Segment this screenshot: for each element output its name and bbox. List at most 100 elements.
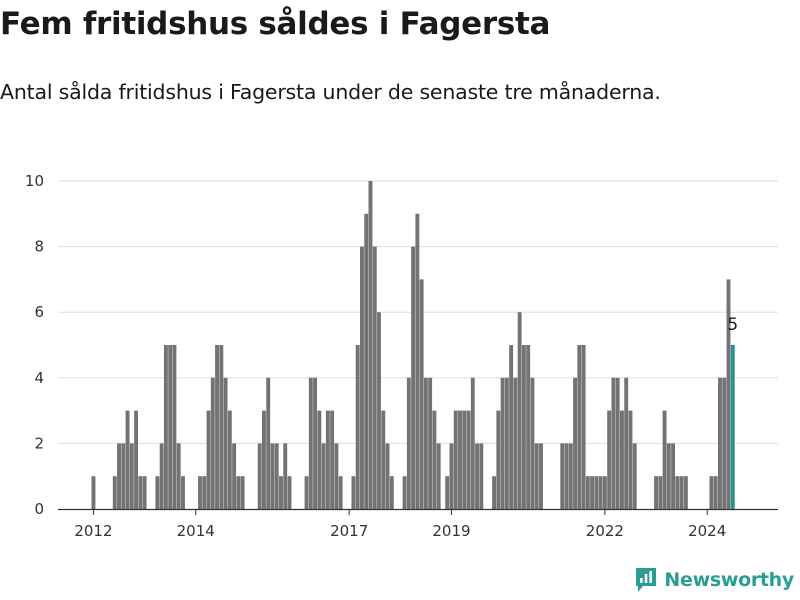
bar xyxy=(718,377,722,509)
bar xyxy=(436,443,441,509)
brand: Newsworthy xyxy=(634,566,794,594)
bar xyxy=(155,476,160,509)
bar xyxy=(274,443,279,509)
bar xyxy=(287,476,292,509)
bar xyxy=(125,410,130,509)
bar xyxy=(308,377,313,509)
bar xyxy=(232,443,237,509)
bar xyxy=(415,213,420,510)
bar xyxy=(624,377,629,509)
bar xyxy=(560,443,565,509)
bar xyxy=(270,443,275,509)
bar xyxy=(581,345,586,509)
bar xyxy=(360,246,364,509)
bar xyxy=(568,443,573,509)
bar xyxy=(215,345,219,509)
bar xyxy=(364,213,369,510)
x-tick-label: 2019 xyxy=(432,522,470,540)
brand-name: Newsworthy xyxy=(664,569,794,591)
bar xyxy=(419,279,424,509)
bar xyxy=(266,377,271,509)
bar xyxy=(615,377,620,509)
bar xyxy=(159,443,164,509)
bar xyxy=(654,476,658,509)
bar xyxy=(368,181,373,509)
bar xyxy=(534,443,539,509)
bar xyxy=(598,476,603,509)
y-tick-label: 8 xyxy=(34,238,44,256)
bar xyxy=(338,476,343,509)
bar xyxy=(257,443,262,509)
bar xyxy=(619,410,624,509)
bar xyxy=(227,410,232,509)
bar xyxy=(500,377,505,509)
bar xyxy=(573,377,578,509)
bar xyxy=(470,377,475,509)
bar xyxy=(428,377,433,509)
bar xyxy=(607,410,612,509)
chart-subtitle: Antal sålda fritidshus i Fagersta under … xyxy=(0,80,661,104)
bar xyxy=(381,410,386,509)
bar xyxy=(521,345,526,509)
x-axis xyxy=(58,508,778,515)
x-tick-label: 2014 xyxy=(177,522,215,540)
bar xyxy=(632,443,637,509)
y-tick-label: 0 xyxy=(34,500,44,518)
bar xyxy=(377,312,381,509)
bar xyxy=(662,410,667,509)
bar xyxy=(321,443,326,509)
bar xyxy=(479,443,484,509)
chart-title: Fem fritidshus såldes i Fagersta xyxy=(0,6,551,42)
bar xyxy=(458,410,462,509)
bar xyxy=(726,279,731,509)
bar xyxy=(304,476,309,509)
bar xyxy=(594,476,599,509)
bar xyxy=(713,476,718,509)
bar xyxy=(530,377,535,509)
bar xyxy=(683,476,688,509)
bar xyxy=(168,345,173,509)
bar xyxy=(355,345,360,509)
bar xyxy=(722,377,727,509)
highlight-value-label: 5 xyxy=(727,315,738,335)
bar xyxy=(539,443,543,509)
bar xyxy=(709,476,714,509)
bar xyxy=(590,476,595,509)
bar xyxy=(163,345,168,509)
bar xyxy=(121,443,126,509)
bar xyxy=(602,476,607,509)
bar xyxy=(658,476,663,509)
y-tick-label: 4 xyxy=(34,369,44,387)
bar xyxy=(334,443,339,509)
bar xyxy=(91,476,96,509)
bar xyxy=(389,476,394,509)
bar xyxy=(496,410,501,509)
bar xyxy=(210,377,215,509)
bar xyxy=(577,345,582,509)
bar xyxy=(351,476,356,509)
bar xyxy=(112,476,117,509)
bar xyxy=(385,443,390,509)
bar xyxy=(628,410,633,509)
x-tick-label: 2022 xyxy=(586,522,624,540)
bar xyxy=(372,246,377,509)
y-axis-labels: 0 2 4 6 8 10 xyxy=(25,172,44,518)
bar xyxy=(283,443,288,509)
bar xyxy=(679,476,684,509)
bar xyxy=(198,476,202,509)
bar xyxy=(509,345,514,509)
bar xyxy=(138,476,143,509)
x-tick-label: 2024 xyxy=(688,522,726,540)
bar xyxy=(526,345,531,509)
bar xyxy=(449,443,454,509)
bar xyxy=(117,443,121,509)
bar xyxy=(445,476,450,509)
bar xyxy=(666,443,671,509)
bar xyxy=(517,312,522,509)
bar xyxy=(129,443,134,509)
bar xyxy=(219,345,224,509)
bar xyxy=(492,476,497,509)
bar xyxy=(466,410,471,509)
x-tick-label: 2012 xyxy=(74,522,112,540)
